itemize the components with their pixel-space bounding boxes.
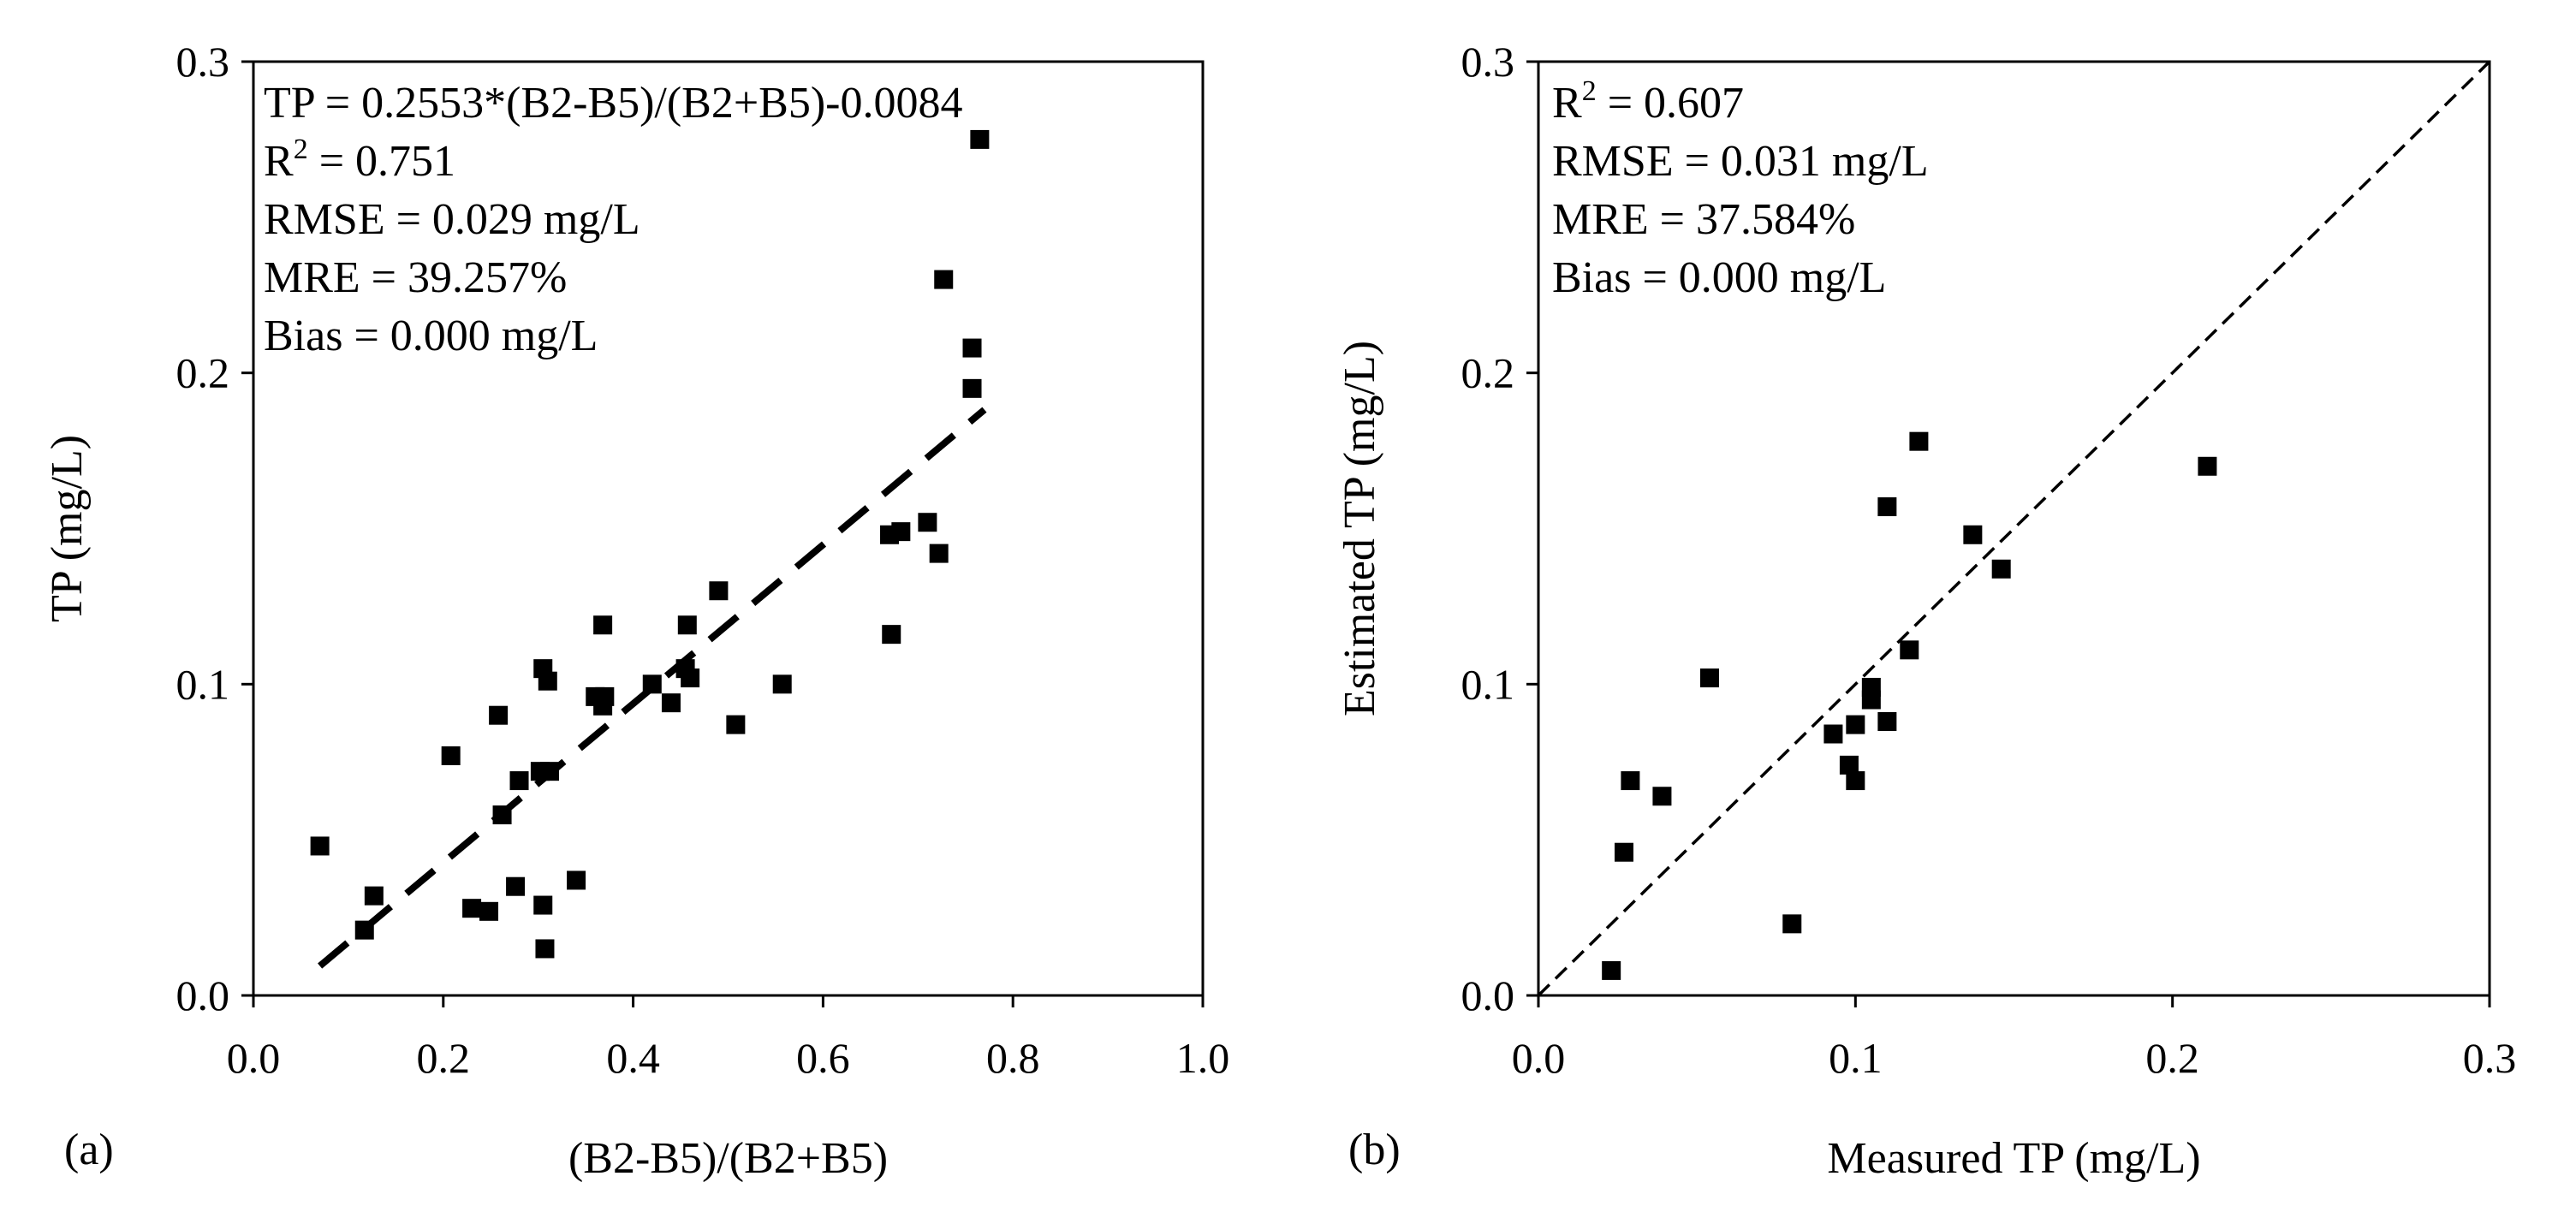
- x-tick-label: 0.2: [417, 1034, 471, 1082]
- data-point: [1846, 771, 1865, 791]
- data-point: [1782, 914, 1802, 934]
- x-tick-label: 0.6: [796, 1034, 850, 1082]
- panel-b: 0.0 0.1 0.2 0.3 0.0 0.1 0.2 0.3 Measured TP (mg/…: [1336, 38, 2516, 1183]
- stat-annotation: RMSE = 0.029 mg/L: [264, 195, 640, 244]
- x-tick-label: 0.2: [2145, 1034, 2199, 1082]
- data-point: [1991, 559, 2011, 579]
- data-point: [709, 581, 729, 601]
- data-point: [1652, 787, 1672, 806]
- stat-annotation: Bias = 0.000 mg/L: [264, 312, 598, 360]
- y-tick-label: 0.2: [1461, 349, 1515, 397]
- y-tick-label: 0.3: [1461, 38, 1515, 86]
- data-point: [891, 522, 911, 542]
- y-axis-label: Estimated TP (mg/L): [1336, 341, 1384, 716]
- data-point: [1621, 771, 1640, 791]
- data-point: [681, 668, 700, 688]
- data-point: [462, 899, 482, 918]
- data-point: [1823, 724, 1843, 744]
- data-point: [1909, 431, 1929, 451]
- stat-annotation: TP = 0.2553*(B2-B5)/(B2+B5)-0.0084: [264, 79, 963, 128]
- data-point: [934, 270, 954, 289]
- data-point: [1699, 668, 1719, 688]
- plot-frame: [252, 60, 1205, 997]
- panel-label: (b): [1348, 1126, 1401, 1174]
- data-point: [1963, 525, 1983, 544]
- stat-annotation: Bias = 0.000 mg/L: [1552, 253, 1886, 302]
- data-point: [479, 901, 499, 921]
- data-point: [1846, 715, 1865, 734]
- y-tick-label: 0.1: [1461, 660, 1515, 708]
- data-point: [882, 625, 901, 645]
- data-point: [1877, 497, 1897, 517]
- x-tick-label: 0.1: [1829, 1034, 1883, 1082]
- one-to-one-line: [1537, 60, 2491, 997]
- stat-annotation: R2 = 0.607: [1552, 75, 1744, 128]
- plot-frame: [1537, 60, 2491, 997]
- data-point: [726, 715, 746, 734]
- data-point: [1839, 755, 1859, 775]
- data-point: [538, 671, 557, 691]
- data-point: [1861, 690, 1881, 710]
- data-point: [929, 544, 949, 563]
- data-point: [492, 805, 512, 825]
- y-tick-label: 0.0: [176, 971, 230, 1019]
- data-point: [364, 886, 384, 906]
- x-axis-label: Measured TP (mg/L): [1827, 1134, 2200, 1183]
- data-point: [489, 705, 509, 725]
- data-point: [962, 338, 982, 358]
- data-point: [567, 870, 586, 890]
- stat-annotation: MRE = 37.584%: [1552, 195, 1855, 244]
- y-tick-label: 0.3: [176, 38, 230, 86]
- data-point: [2198, 456, 2217, 476]
- data-point: [509, 771, 529, 791]
- data-point: [506, 876, 526, 896]
- y-tick-label: 0.1: [176, 660, 230, 708]
- panel-a: 0.0 0.1 0.2 0.3 0.0 0.2 0.4 0.6 0.8 1.0 (B2-B5)/(B…: [43, 38, 1229, 1183]
- x-tick-label: 0.0: [227, 1034, 281, 1082]
- data-point: [354, 920, 374, 940]
- x-tick-label: 0.8: [986, 1034, 1040, 1082]
- data-point: [661, 693, 681, 713]
- data-point: [1602, 960, 1621, 980]
- data-point: [441, 746, 461, 765]
- stat-annotation: R2 = 0.751: [264, 134, 455, 186]
- data-point: [533, 895, 553, 915]
- y-tick-label: 0.2: [176, 349, 230, 397]
- y-axis-label: TP (mg/L): [43, 435, 92, 622]
- data-point: [595, 686, 615, 706]
- data-point: [540, 762, 560, 781]
- y-tick-label: 0.0: [1461, 971, 1515, 1019]
- x-tick-label: 0.3: [2463, 1034, 2517, 1082]
- data-point: [677, 615, 697, 635]
- stat-annotation: MRE = 39.257%: [264, 253, 567, 302]
- fit-line: [318, 407, 987, 969]
- data-point: [310, 836, 330, 856]
- data-point: [970, 129, 990, 149]
- data-point: [962, 378, 982, 398]
- stat-annotation: RMSE = 0.031 mg/L: [1552, 137, 1929, 186]
- data-point: [772, 674, 792, 694]
- data-point: [642, 674, 662, 694]
- x-tick-label: 1.0: [1176, 1034, 1230, 1082]
- x-axis-label: (B2-B5)/(B2+B5): [568, 1134, 888, 1183]
- x-tick-label: 0.4: [606, 1034, 660, 1082]
- panel-label: (a): [64, 1126, 114, 1174]
- data-point: [1900, 640, 1919, 660]
- data-point: [1877, 711, 1897, 731]
- data-point: [535, 939, 555, 959]
- x-tick-label: 0.0: [1512, 1034, 1566, 1082]
- data-point: [1614, 842, 1633, 862]
- data-point: [918, 513, 937, 532]
- data-point: [593, 615, 613, 635]
